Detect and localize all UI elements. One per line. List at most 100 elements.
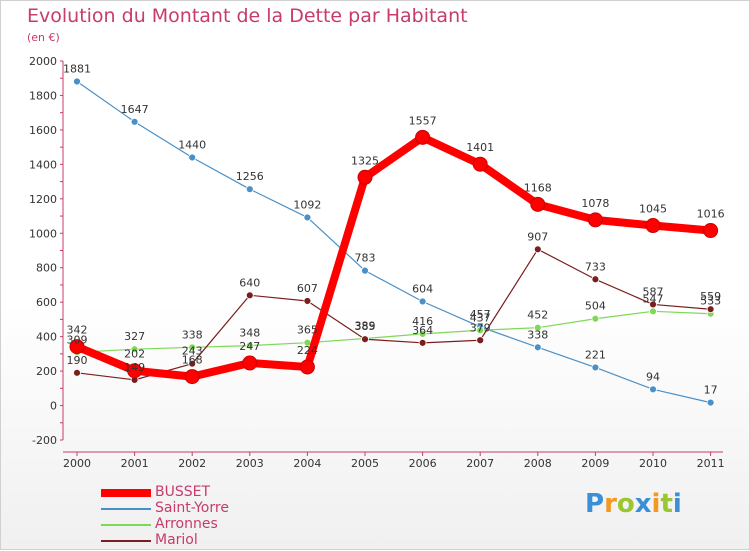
x-tick-label: 2002 [178,457,206,470]
legend-label-mariol: Mariol [155,532,198,548]
logo-letter: t [660,489,673,519]
y-tick-label: 1600 [29,124,57,137]
data-point-arronnes [649,307,657,316]
data-point-busset [645,218,661,234]
data-label-mariol: 640 [239,276,260,289]
data-point-busset [472,156,488,172]
data-point-saint-yorre [418,297,427,306]
data-point-mariol [73,368,81,377]
legend-swatch-busset [101,489,151,497]
data-label-arronnes: 348 [239,327,260,340]
data-label-busset: 1557 [409,114,437,127]
chart-subtitle: (en €) [27,31,60,44]
data-label-busset: 1078 [581,197,609,210]
data-label-mariol: 243 [182,345,203,358]
logo-letter: P [585,489,605,519]
data-point-saint-yorre [188,153,197,162]
data-point-saint-yorre [591,363,600,372]
logo-letter: r [604,489,617,519]
data-point-mariol [649,300,657,309]
data-label-arronnes: 338 [182,328,203,341]
data-label-busset: 1401 [466,141,494,154]
data-point-saint-yorre [706,398,715,407]
data-point-busset [242,355,258,371]
y-tick-label: 800 [36,262,57,275]
data-label-busset: 224 [297,344,318,357]
x-tick-label: 2000 [63,457,91,470]
data-label-arronnes: 547 [643,292,664,305]
data-label-mariol: 587 [643,285,664,298]
x-tick-label: 2007 [466,457,494,470]
x-tick-label: 2008 [524,457,552,470]
data-label-arronnes: 309 [67,333,88,346]
data-point-mariol [706,305,715,314]
data-point-saint-yorre [361,266,369,275]
data-label-saint-yorre: 1440 [178,138,206,151]
y-tick-label: 1200 [29,193,57,206]
x-tick-label: 2009 [581,457,609,470]
x-tick-label: 2003 [236,457,264,470]
data-label-saint-yorre: 94 [646,370,660,383]
data-label-arronnes: 533 [700,295,721,308]
x-tick-label: 2004 [293,457,321,470]
logo-letter: i [672,489,682,519]
y-tick-label: 1800 [29,89,57,102]
data-label-mariol: 149 [124,361,145,374]
data-point-arronnes [130,345,139,354]
data-point-mariol [591,275,600,284]
legend-swatch-mariol [101,540,151,542]
data-label-mariol: 190 [67,354,88,367]
data-point-busset [299,359,315,375]
series-line-saint-yorre [76,80,712,404]
x-tick-label: 2006 [409,457,437,470]
data-point-saint-yorre [130,117,139,126]
data-label-saint-yorre: 1647 [121,103,149,116]
data-label-saint-yorre: 1256 [236,170,264,183]
series-line-busset [73,133,715,381]
legend-swatch-saint-yorre [101,508,151,510]
data-point-mariol [418,338,427,347]
data-point-mariol [533,245,542,254]
data-point-arronnes [245,341,254,350]
data-point-busset [587,212,603,228]
data-label-busset: 1045 [639,203,667,216]
x-tick-label: 2010 [639,457,667,470]
data-point-busset [530,196,546,212]
data-label-mariol: 733 [585,260,606,273]
data-label-busset: 1168 [524,181,552,194]
data-label-saint-yorre: 1092 [293,198,321,211]
data-label-busset: 1016 [697,208,725,221]
data-point-busset [415,129,431,145]
data-point-arronnes [533,323,542,332]
data-point-saint-yorre [303,213,312,222]
x-tick-label: 2001 [121,457,149,470]
x-tick-label: 2011 [697,457,725,470]
data-label-mariol: 607 [297,282,318,295]
data-point-mariol [188,359,197,368]
data-label-busset: 1325 [351,154,379,167]
data-label-arronnes: 416 [412,315,433,328]
data-label-busset: 168 [182,354,203,367]
data-point-mariol [361,335,369,344]
data-label-saint-yorre: 457 [470,308,491,321]
data-point-saint-yorre [533,343,542,352]
logo-letter: x [634,489,652,519]
data-label-saint-yorre: 604 [412,282,433,295]
series-lines [69,77,719,407]
data-label-arronnes: 365 [297,324,318,337]
data-point-mariol [245,291,254,300]
x-tick-label: 2005 [351,457,379,470]
data-label-arronnes: 389 [355,320,376,333]
y-tick-label: 200 [36,365,57,378]
data-point-busset [127,363,143,379]
data-label-mariol: 907 [527,230,548,243]
data-point-arronnes [418,329,427,338]
data-point-busset [357,169,373,185]
data-label-saint-yorre: 17 [704,384,718,397]
data-label-saint-yorre: 783 [355,252,376,265]
data-label-busset: 247 [239,340,260,353]
data-point-arronnes [476,326,485,335]
data-point-busset [703,223,719,239]
legend-label-saint-yorre: Saint-Yorre [155,500,229,516]
